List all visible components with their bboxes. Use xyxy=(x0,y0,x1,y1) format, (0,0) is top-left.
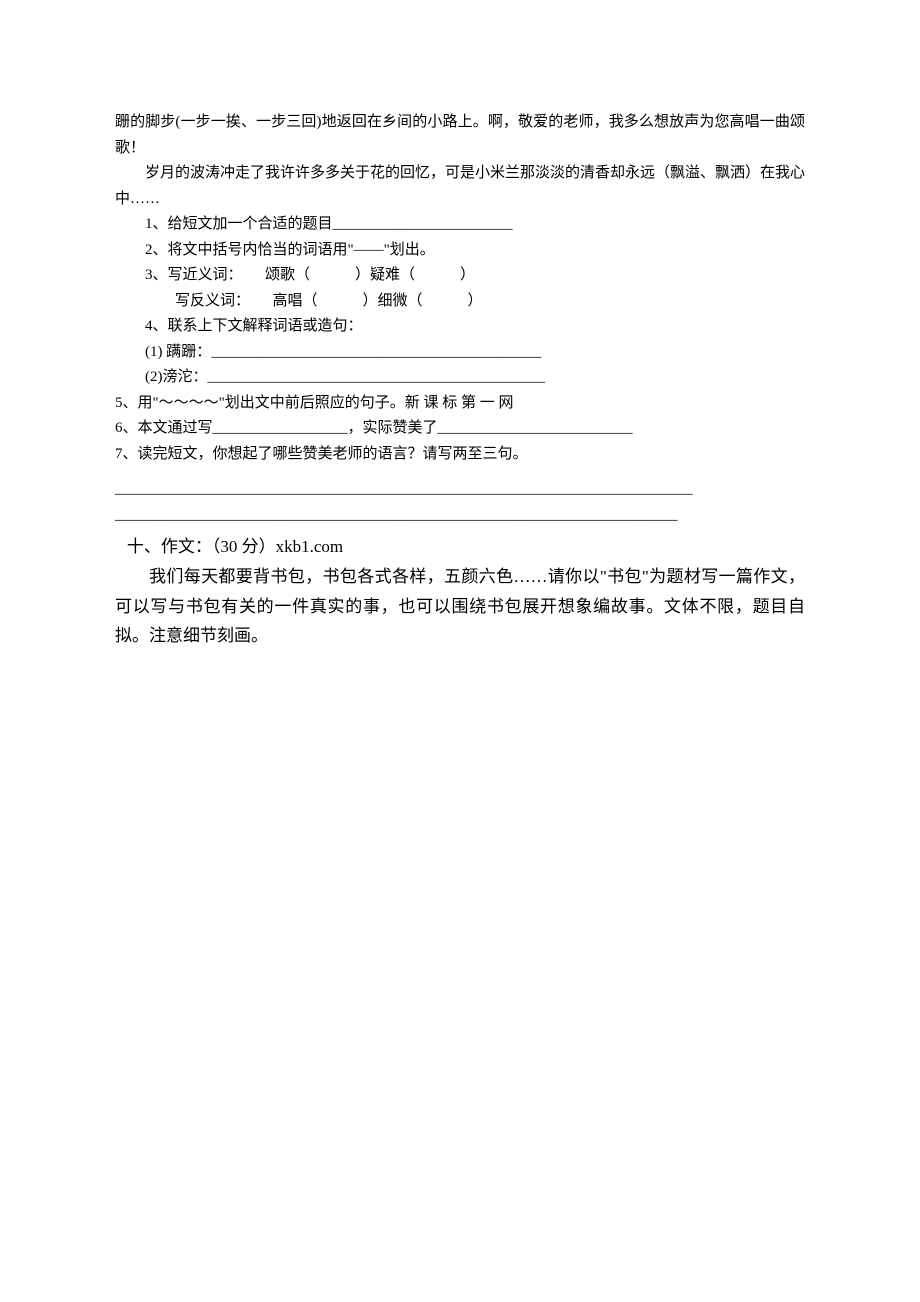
composition-body: 我们每天都要背书包，书包各式各样，五颜六色……请你以"书包"为题材写一篇作文，可… xyxy=(115,562,805,651)
passage-line-2: 岁月的波涛冲走了我许许多多关于花的回忆，可是小米兰那淡淡的清香却永远（飘溢、飘洒… xyxy=(115,161,805,212)
question-4-item2: (2)滂沱：__________________________________… xyxy=(115,365,805,391)
q6-pre: 6、本文通过写 xyxy=(115,420,213,436)
question-7: 7、读完短文，你想起了哪些赞美老师的语言？请写两至三句。 xyxy=(115,442,805,468)
question-5: 5、用"～～～～"划出文中前后照应的句子。新 课 标 第 一 网 xyxy=(115,391,805,417)
question-3-line2: 写反义词： 高唱（ ）细微（ ） xyxy=(115,289,805,315)
question-4-item1: (1) 蹒跚：_________________________________… xyxy=(115,340,805,366)
question-2: 2、将文中括号内恰当的词语用"——"划出。 xyxy=(115,238,805,264)
composition-section: 十、作文：（30 分）xkb1.com 我们每天都要背书包，书包各式各样，五颜六… xyxy=(115,532,805,651)
q4-item2-label: (2)滂沱： xyxy=(145,369,208,385)
q4-item1-label: (1) 蹒跚： xyxy=(145,344,211,360)
q6-blank1: __________________ xyxy=(213,420,348,436)
q6-blank2: __________________________ xyxy=(438,420,633,436)
q4-item2-blank: ________________________________________… xyxy=(208,369,546,385)
question-3-line1: 3、写近义词： 颂歌（ ）疑难（ ） xyxy=(115,263,805,289)
question-6: 6、本文通过写__________________，实际赞美了_________… xyxy=(115,416,805,442)
answer-blank-line-2: ________________________________________… xyxy=(115,503,805,529)
document-body: 跚的脚步(一步一挨、一步三回)地返回在乡间的小路上。啊，敬爱的老师，我多么想放声… xyxy=(115,110,805,651)
q1-text: 1、给短文加一个合适的题目 xyxy=(145,216,333,232)
q6-mid: ，实际赞美了 xyxy=(348,420,438,436)
passage-line-1: 跚的脚步(一步一挨、一步三回)地返回在乡间的小路上。啊，敬爱的老师，我多么想放声… xyxy=(115,110,805,161)
question-4-title: 4、联系上下文解释词语或造句： xyxy=(115,314,805,340)
composition-title: 十、作文：（30 分）xkb1.com xyxy=(115,532,805,562)
answer-blank-line-1: ________________________________________… xyxy=(115,477,805,503)
q4-item1-blank: ________________________________________… xyxy=(211,344,541,360)
q1-blank: ________________________ xyxy=(333,216,513,232)
question-1: 1、给短文加一个合适的题目________________________ xyxy=(115,212,805,238)
